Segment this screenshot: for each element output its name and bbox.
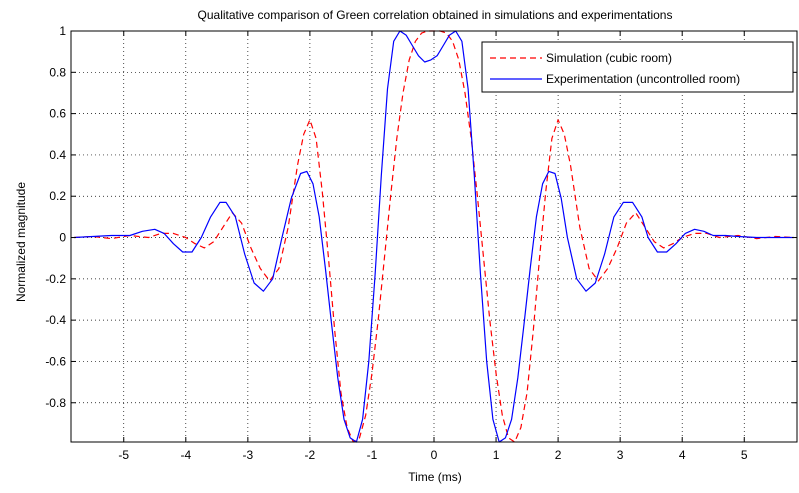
y-tick-label: -0.4: [45, 313, 66, 327]
legend: Simulation (cubic room) Experimentation (…: [481, 41, 794, 93]
x-tick-label: 3: [617, 448, 624, 462]
x-tick-label: -5: [118, 448, 129, 462]
y-tick-label: -0.2: [45, 272, 66, 286]
x-tick-label: -4: [180, 448, 191, 462]
x-tick-label: 2: [555, 448, 562, 462]
y-tick-label: 0.6: [49, 107, 66, 121]
legend-box: [481, 41, 794, 93]
y-tick-label: -0.6: [45, 354, 66, 368]
y-tick-label: 0: [59, 231, 66, 245]
x-tick-label: 4: [679, 448, 686, 462]
y-tick-label: -0.8: [45, 396, 66, 410]
y-axis-label: Normalized magnitude: [14, 182, 28, 302]
chart-title: Qualitative comparison of Green correlat…: [198, 8, 673, 22]
x-tick-label: -2: [305, 448, 316, 462]
legend-entry-label: Simulation (cubic room): [546, 51, 672, 65]
x-tick-label: -3: [243, 448, 254, 462]
legend-entry-label: Experimentation (uncontrolled room): [546, 72, 740, 86]
x-axis-label: Time (ms): [408, 470, 462, 484]
y-tick-label: 0.2: [49, 189, 66, 203]
y-tick-label: 0.4: [49, 148, 66, 162]
x-tick-label: 1: [493, 448, 500, 462]
y-tick-label: 1: [59, 24, 66, 38]
x-tick-label: 0: [431, 448, 438, 462]
y-tick-label: 0.8: [49, 65, 66, 79]
axis-ticks: -5 -4 -3 -2 -1 0 1 2 3 4 5 -0.8 -0.6 -0.4 -0.2 0 0.2 0.4 0…: [45, 24, 797, 462]
series-line-experimentation: [74, 30, 794, 443]
x-tick-label: 5: [741, 448, 748, 462]
x-tick-label: -1: [367, 448, 378, 462]
